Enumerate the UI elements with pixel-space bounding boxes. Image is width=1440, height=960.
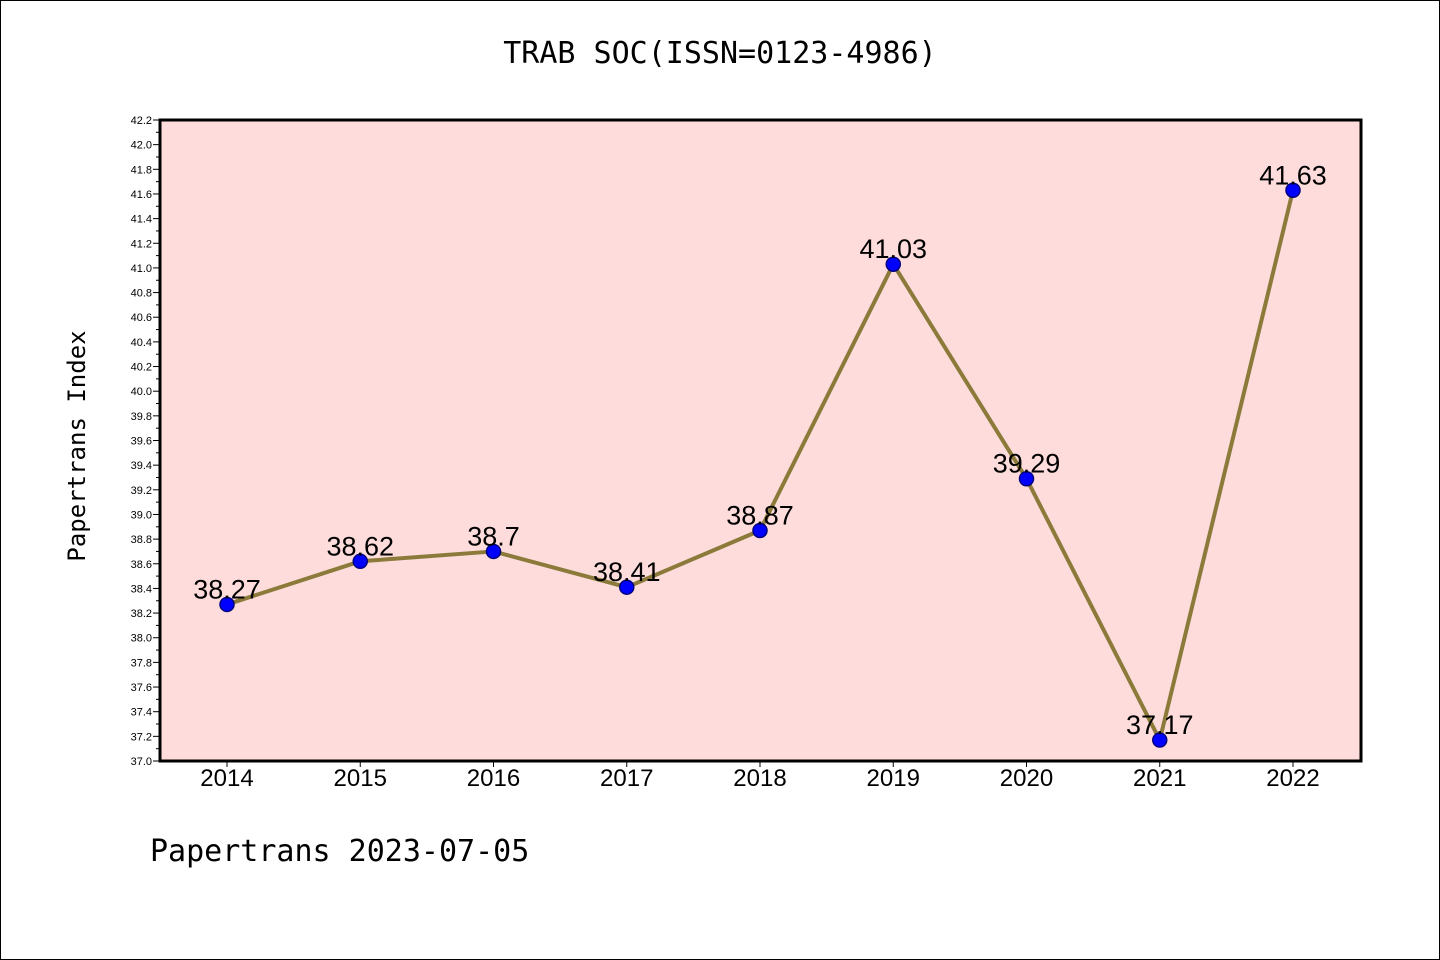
data-label: 38.7 — [467, 521, 520, 551]
x-tick-label: 2022 — [1266, 765, 1319, 792]
y-tick-label: 40.4 — [131, 337, 152, 349]
y-tick-label: 41.2 — [131, 238, 152, 250]
y-tick-label: 39.0 — [131, 509, 152, 521]
y-tick-label: 37.0 — [131, 756, 152, 768]
y-tick-label: 41.0 — [131, 263, 152, 275]
data-point — [219, 596, 235, 613]
y-tick-label: 40.0 — [131, 386, 152, 398]
x-tick-label: 2020 — [1000, 765, 1053, 792]
plot-border — [158, 118, 1363, 763]
data-label: 38.41 — [593, 557, 661, 587]
x-tick-label: 2017 — [600, 765, 653, 792]
x-tick-label: 2015 — [334, 765, 387, 792]
y-tick-label: 38.6 — [131, 559, 152, 571]
data-label: 38.87 — [726, 500, 794, 530]
y-tick-label: 38.4 — [131, 583, 152, 595]
x-tick-label: 2019 — [867, 765, 920, 792]
data-label: 37.17 — [1126, 710, 1194, 740]
data-points — [219, 182, 1301, 748]
y-tick-label: 40.8 — [131, 288, 152, 300]
y-tick-label: 37.8 — [131, 657, 152, 669]
data-label: 38.62 — [326, 531, 394, 561]
y-tick-label: 39.2 — [131, 485, 152, 497]
data-point — [485, 543, 502, 560]
y-tick-label: 37.2 — [131, 731, 152, 743]
y-tick-label: 39.8 — [131, 411, 152, 423]
x-tick-label: 2018 — [733, 765, 786, 792]
data-label: 41.63 — [1259, 160, 1327, 190]
y-tick-label: 37.4 — [131, 707, 152, 719]
y-tick-label: 38.8 — [131, 534, 152, 546]
x-tick-label: 2021 — [1133, 765, 1186, 792]
data-label: 41.03 — [859, 234, 927, 264]
y-tick-label: 42.2 — [131, 115, 152, 127]
data-label: 39.29 — [993, 449, 1061, 479]
plot-area — [160, 120, 1361, 761]
y-axis: 37.0 37.2 37.4 37.6 37.8 38.0 38.2 38.4 38.6 38.8… — [131, 115, 160, 768]
data-point — [752, 522, 768, 539]
data-label: 38.27 — [193, 574, 261, 604]
data-point — [1285, 182, 1301, 199]
data-point — [885, 256, 901, 272]
y-tick-label: 41.8 — [131, 164, 152, 176]
data-point — [619, 579, 635, 595]
y-tick-label: 38.2 — [131, 608, 152, 620]
data-point — [1018, 470, 1035, 487]
x-tick-label: 2016 — [467, 765, 520, 792]
x-axis: 2014 2015 2016 2017 2018 2019 2020 2021 2022 — [200, 761, 1320, 792]
y-tick-label: 42.0 — [131, 140, 152, 152]
y-tick-label: 37.6 — [131, 682, 152, 694]
y-tick-label: 39.6 — [131, 436, 152, 448]
chart-title: TRAB SOC(ISSN=0123-4986) — [503, 36, 937, 71]
data-point — [352, 553, 368, 570]
y-tick-label: 39.4 — [131, 460, 152, 472]
y-tick-label: 41.6 — [131, 189, 152, 201]
y-tick-label: 38.0 — [131, 633, 152, 645]
x-tick-label: 2014 — [200, 765, 253, 792]
y-tick-label: 40.6 — [131, 312, 152, 324]
y-tick-label: 41.4 — [131, 214, 152, 226]
y-tick-label: 40.2 — [131, 362, 152, 374]
data-point — [1152, 732, 1168, 748]
footer-date: Papertrans 2023-07-05 — [150, 834, 530, 869]
data-labels: 38.27 38.62 38.7 38.41 38.87 41.03 39.29 37.17 4… — [193, 160, 1327, 740]
